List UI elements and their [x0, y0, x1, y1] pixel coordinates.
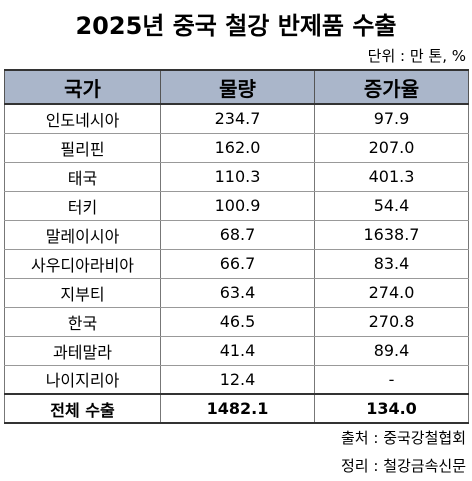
table-row: 태국 110.3 401.3: [4, 162, 469, 192]
table-row: 필리핀 162.0 207.0: [4, 133, 469, 163]
growth-cell: 83.4: [314, 249, 469, 279]
growth-cell: 97.9: [314, 104, 469, 134]
country-cell: 나이지리아: [4, 365, 161, 395]
volume-cell: 110.3: [160, 162, 315, 192]
editor-line: 정리 : 철강금속신문: [341, 457, 466, 475]
table-row: 과테말라 41.4 89.4: [4, 336, 469, 366]
source-line: 출처 : 중국강철협회: [341, 429, 466, 447]
growth-cell: 1638.7: [314, 220, 469, 250]
volume-cell: 100.9: [160, 191, 315, 221]
table-row: 한국 46.5 270.8: [4, 307, 469, 337]
total-growth-cell: 134.0: [314, 393, 469, 424]
table-row: 말레이시아 68.7 1638.7: [4, 220, 469, 250]
table-row: 인도네시아 234.7 97.9: [4, 104, 469, 134]
growth-cell: 54.4: [314, 191, 469, 221]
country-cell: 한국: [4, 307, 161, 337]
volume-cell: 41.4: [160, 336, 315, 366]
volume-cell: 234.7: [160, 104, 315, 134]
volume-cell: 63.4: [160, 278, 315, 308]
total-row: 전체 수출 1482.1 134.0: [4, 393, 469, 424]
header-growth: 증가율: [314, 69, 469, 105]
country-cell: 지부티: [4, 278, 161, 308]
country-cell: 사우디아라비아: [4, 249, 161, 279]
header-row: 국가 물량 증가율: [4, 69, 469, 105]
table-row: 나이지리아 12.4 -: [4, 365, 469, 395]
growth-cell: 89.4: [314, 336, 469, 366]
header-country: 국가: [4, 69, 161, 105]
volume-cell: 162.0: [160, 133, 315, 163]
export-table: 국가 물량 증가율 인도네시아 234.7 97.9 필리핀 162.0 207…: [4, 69, 469, 424]
growth-cell: 274.0: [314, 278, 469, 308]
country-cell: 말레이시아: [4, 220, 161, 250]
header-volume: 물량: [160, 69, 315, 105]
country-cell: 터키: [4, 191, 161, 221]
growth-cell: 270.8: [314, 307, 469, 337]
table-row: 사우디아라비아 66.7 83.4: [4, 249, 469, 279]
table-row: 터키 100.9 54.4: [4, 191, 469, 221]
volume-cell: 12.4: [160, 365, 315, 395]
growth-cell: -: [314, 365, 469, 395]
table-row: 지부티 63.4 274.0: [4, 278, 469, 308]
total-label-cell: 전체 수출: [4, 393, 161, 424]
country-cell: 태국: [4, 162, 161, 192]
growth-cell: 401.3: [314, 162, 469, 192]
country-cell: 과테말라: [4, 336, 161, 366]
unit-label: 단위 : 만 톤, %: [367, 47, 466, 65]
volume-cell: 46.5: [160, 307, 315, 337]
table-title: 2025년 중국 철강 반제품 수출: [75, 12, 397, 40]
growth-cell: 207.0: [314, 133, 469, 163]
country-cell: 필리핀: [4, 133, 161, 163]
country-cell: 인도네시아: [4, 104, 161, 134]
total-volume-cell: 1482.1: [160, 393, 315, 424]
volume-cell: 68.7: [160, 220, 315, 250]
volume-cell: 66.7: [160, 249, 315, 279]
